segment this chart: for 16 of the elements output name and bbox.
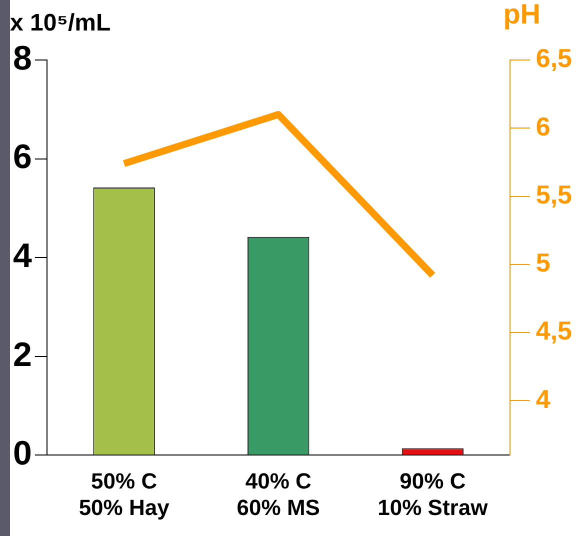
y2-tick-label: 6,5: [536, 43, 572, 74]
y2-tick-label: 4,5: [536, 316, 572, 346]
y-tick-label: 6: [12, 138, 32, 176]
x-tick-label: 40% C 60% MS: [236, 468, 320, 520]
y-tick-label: 8: [12, 39, 32, 78]
y-tick-label: 4: [12, 236, 32, 275]
y-tick-label: 0: [12, 434, 32, 473]
x-tick-label: 90% C 10% Straw: [378, 468, 489, 520]
x-tick-label: 50% C 50% Hay: [78, 468, 170, 520]
y2-axis-title: pH: [503, 0, 541, 30]
y2-tick-label: 6: [536, 111, 550, 142]
y2-tick-label: 4: [536, 384, 551, 414]
y-axis-title: x 10⁵/mL: [10, 10, 111, 37]
y-tick-label: 2: [12, 336, 32, 374]
y2-tick-label: 5: [536, 248, 550, 278]
y2-tick-label: 5,5: [536, 179, 572, 210]
